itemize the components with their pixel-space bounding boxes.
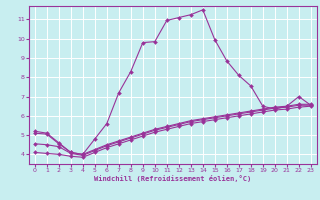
X-axis label: Windchill (Refroidissement éolien,°C): Windchill (Refroidissement éolien,°C) bbox=[94, 175, 252, 182]
